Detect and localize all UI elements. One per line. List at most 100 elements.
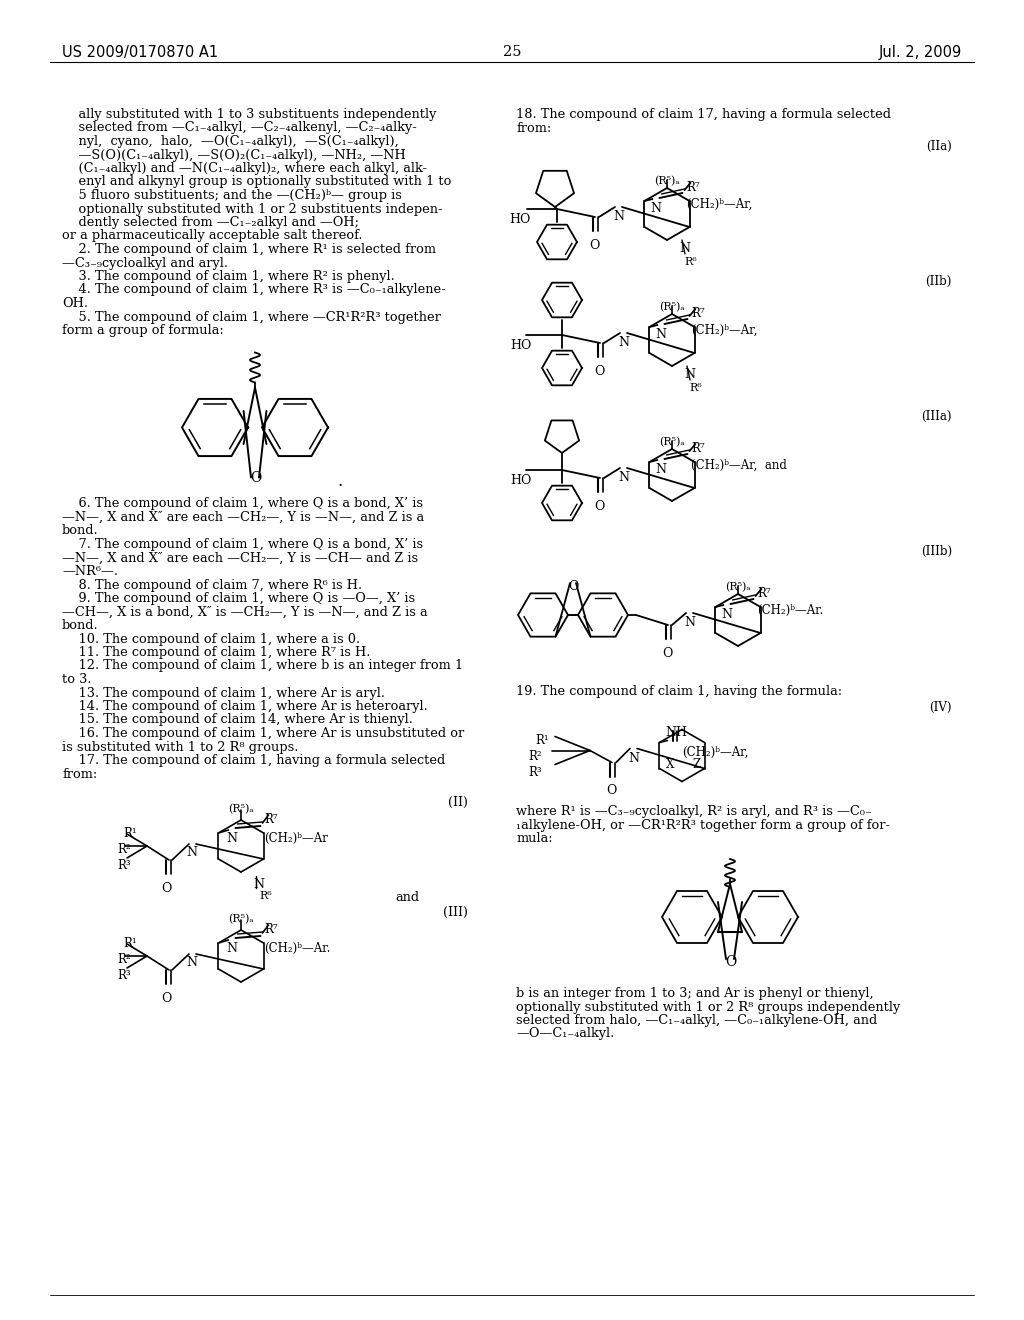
Text: R⁷: R⁷	[686, 181, 700, 194]
Text: R¹: R¹	[535, 734, 549, 747]
Text: R²: R²	[117, 953, 131, 966]
Text: b is an integer from 1 to 3; and Ar is phenyl or thienyl,: b is an integer from 1 to 3; and Ar is p…	[516, 987, 873, 1001]
Text: N: N	[628, 751, 639, 764]
Text: R²: R²	[528, 751, 542, 763]
Text: O: O	[606, 784, 616, 797]
Text: R²: R²	[117, 843, 131, 855]
Text: mula:: mula:	[516, 833, 553, 846]
Text: 5 fluoro substituents; and the —(CH₂)ᵇ— group is: 5 fluoro substituents; and the —(CH₂)ᵇ— …	[62, 189, 401, 202]
Text: (IV): (IV)	[930, 701, 952, 714]
Text: (R⁵)ₐ: (R⁵)ₐ	[228, 804, 254, 814]
Text: 3. The compound of claim 1, where R² is phenyl.: 3. The compound of claim 1, where R² is …	[62, 271, 394, 282]
Text: HO: HO	[510, 339, 531, 352]
Text: 6. The compound of claim 1, where Q is a bond, X’ is: 6. The compound of claim 1, where Q is a…	[62, 498, 423, 511]
Text: bond.: bond.	[62, 619, 98, 632]
Text: N: N	[186, 956, 197, 969]
Text: R¹: R¹	[123, 937, 136, 950]
Text: optionally substituted with 1 or 2 substituents indepen-: optionally substituted with 1 or 2 subst…	[62, 202, 442, 215]
Text: 2. The compound of claim 1, where R¹ is selected from: 2. The compound of claim 1, where R¹ is …	[62, 243, 436, 256]
Text: N: N	[618, 337, 629, 348]
Text: bond.: bond.	[62, 524, 98, 537]
Text: 14. The compound of claim 1, where Ar is heteroaryl.: 14. The compound of claim 1, where Ar is…	[62, 700, 428, 713]
Text: R¹: R¹	[123, 828, 136, 840]
Text: ₁alkylene-OH, or —CR¹R²R³ together form a group of for-: ₁alkylene-OH, or —CR¹R²R³ together form …	[516, 818, 890, 832]
Text: O: O	[250, 470, 261, 484]
Text: (CH₂)ᵇ—Ar,  and: (CH₂)ᵇ—Ar, and	[691, 459, 787, 473]
Text: O: O	[725, 954, 736, 969]
Text: 7. The compound of claim 1, where Q is a bond, X’ is: 7. The compound of claim 1, where Q is a…	[62, 539, 423, 550]
Text: —C₃₋₉cycloalkyl and aryl.: —C₃₋₉cycloalkyl and aryl.	[62, 256, 228, 269]
Text: N: N	[650, 202, 662, 215]
Text: N: N	[253, 878, 264, 891]
Text: O: O	[594, 366, 604, 378]
Text: selected from halo, —C₁₋₄alkyl, —C₀₋₁alkylene-OH, and: selected from halo, —C₁₋₄alkyl, —C₀₋₁alk…	[516, 1014, 878, 1027]
Text: 25: 25	[503, 45, 521, 59]
Text: R⁷: R⁷	[758, 587, 771, 601]
Text: from:: from:	[62, 767, 97, 780]
Text: .: .	[337, 473, 342, 490]
Text: O: O	[589, 239, 599, 252]
Text: O: O	[594, 500, 604, 513]
Text: ally substituted with 1 to 3 substituents independently: ally substituted with 1 to 3 substituent…	[62, 108, 436, 121]
Text: from:: from:	[516, 121, 551, 135]
Text: OH.: OH.	[62, 297, 88, 310]
Text: nyl,  cyano,  halo,  —O(C₁₋₄alkyl),  —S(C₁₋₄alkyl),: nyl, cyano, halo, —O(C₁₋₄alkyl), —S(C₁₋₄…	[62, 135, 398, 148]
Text: (R⁵)ₐ: (R⁵)ₐ	[228, 913, 254, 924]
Text: form a group of formula:: form a group of formula:	[62, 323, 224, 337]
Text: HO: HO	[510, 474, 531, 487]
Text: 9. The compound of claim 1, where Q is —O—, X’ is: 9. The compound of claim 1, where Q is —…	[62, 591, 415, 605]
Text: 16. The compound of claim 1, where Ar is unsubstituted or: 16. The compound of claim 1, where Ar is…	[62, 727, 464, 741]
Text: 17. The compound of claim 1, having a formula selected: 17. The compound of claim 1, having a fo…	[62, 754, 445, 767]
Text: —CH—, X is a bond, X″ is —CH₂—, Y is —N—, and Z is a: —CH—, X is a bond, X″ is —CH₂—, Y is —N—…	[62, 606, 428, 619]
Text: R⁶: R⁶	[684, 257, 696, 267]
Text: (IIb): (IIb)	[926, 275, 952, 288]
Text: (CH₂)ᵇ—Ar: (CH₂)ᵇ—Ar	[264, 832, 329, 845]
Text: selected from —C₁₋₄alkyl, —C₂₋₄alkenyl, —C₂₋₄alky-: selected from —C₁₋₄alkyl, —C₂₋₄alkenyl, …	[62, 121, 417, 135]
Text: R³: R³	[117, 969, 131, 982]
Text: (CH₂)ᵇ—Ar,: (CH₂)ᵇ—Ar,	[691, 323, 758, 337]
Text: 12. The compound of claim 1, where b is an integer from 1: 12. The compound of claim 1, where b is …	[62, 660, 463, 672]
Text: —N—, X and X″ are each —CH₂—, Y is —N—, and Z is a: —N—, X and X″ are each —CH₂—, Y is —N—, …	[62, 511, 424, 524]
Text: R⁷: R⁷	[264, 813, 279, 826]
Text: (CH₂)ᵇ—Ar.: (CH₂)ᵇ—Ar.	[758, 605, 824, 616]
Text: R⁷: R⁷	[691, 442, 706, 455]
Text: N: N	[722, 609, 732, 620]
Text: —NR⁶—.: —NR⁶—.	[62, 565, 118, 578]
Text: 8. The compound of claim 7, where R⁶ is H.: 8. The compound of claim 7, where R⁶ is …	[62, 578, 362, 591]
Text: 5. The compound of claim 1, where —CR¹R²R³ together: 5. The compound of claim 1, where —CR¹R²…	[62, 310, 441, 323]
Text: (II): (II)	[449, 796, 468, 809]
Text: 18. The compound of claim 17, having a formula selected: 18. The compound of claim 17, having a f…	[516, 108, 891, 121]
Text: R⁶: R⁶	[689, 383, 701, 393]
Text: (IIIa): (IIIa)	[922, 411, 952, 422]
Text: dently selected from —C₁₋₂alkyl and —OH;: dently selected from —C₁₋₂alkyl and —OH;	[62, 216, 358, 228]
Text: (IIa): (IIa)	[927, 140, 952, 153]
Text: —N—, X and X″ are each —CH₂—, Y is —CH— and Z is: —N—, X and X″ are each —CH₂—, Y is —CH— …	[62, 552, 418, 565]
Text: N: N	[679, 242, 690, 255]
Text: N: N	[226, 832, 238, 845]
Text: (III): (III)	[443, 906, 468, 919]
Text: N: N	[684, 616, 695, 630]
Text: Jul. 2, 2009: Jul. 2, 2009	[879, 45, 962, 59]
Text: to 3.: to 3.	[62, 673, 91, 686]
Text: or a pharmaceutically acceptable salt thereof.: or a pharmaceutically acceptable salt th…	[62, 230, 362, 243]
Text: O: O	[568, 579, 579, 593]
Text: R⁶: R⁶	[259, 891, 271, 902]
Text: O: O	[161, 882, 171, 895]
Text: (R⁵)ₐ: (R⁵)ₐ	[725, 582, 751, 593]
Text: 11. The compound of claim 1, where R⁷ is H.: 11. The compound of claim 1, where R⁷ is…	[62, 645, 371, 659]
Text: N: N	[655, 327, 667, 341]
Text: 4. The compound of claim 1, where R³ is —C₀₋₁alkylene-: 4. The compound of claim 1, where R³ is …	[62, 284, 445, 297]
Text: enyl and alkynyl group is optionally substituted with 1 to: enyl and alkynyl group is optionally sub…	[62, 176, 452, 189]
Text: R³: R³	[117, 859, 131, 873]
Text: 13. The compound of claim 1, where Ar is aryl.: 13. The compound of claim 1, where Ar is…	[62, 686, 385, 700]
Text: and: and	[395, 891, 419, 904]
Text: (R⁵)ₐ: (R⁵)ₐ	[659, 437, 685, 447]
Text: (IIIb): (IIIb)	[921, 545, 952, 558]
Text: N: N	[186, 846, 197, 859]
Text: R⁷: R⁷	[691, 308, 706, 319]
Text: N: N	[684, 368, 695, 381]
Text: O: O	[161, 993, 171, 1005]
Text: NH: NH	[666, 726, 687, 739]
Text: Z: Z	[692, 759, 700, 771]
Text: (R⁵)ₐ: (R⁵)ₐ	[659, 302, 685, 313]
